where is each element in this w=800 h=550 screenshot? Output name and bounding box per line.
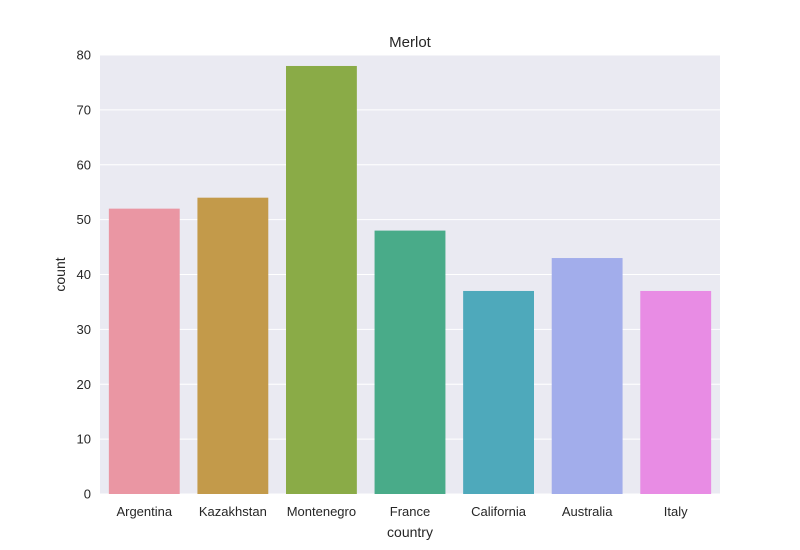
y-tick-label: 40 xyxy=(77,267,91,282)
y-tick-label: 0 xyxy=(84,487,91,502)
x-tick-label: France xyxy=(390,504,430,519)
x-axis-label: country xyxy=(387,524,433,540)
x-tick-labels: Argentina Kazakhstan Montenegro France Calif… xyxy=(116,504,688,519)
x-tick-label: Kazakhstan xyxy=(199,504,267,519)
bars xyxy=(108,65,712,495)
y-axis-label: count xyxy=(52,257,68,291)
y-tick-label: 80 xyxy=(77,48,91,63)
bar-kazakhstan xyxy=(197,197,269,495)
bar-australia xyxy=(551,258,623,494)
y-tick-labels: 0 10 20 30 40 50 60 70 80 xyxy=(77,48,91,502)
bar-argentina xyxy=(108,208,180,494)
y-tick-label: 30 xyxy=(77,322,91,337)
bar-france xyxy=(374,230,446,494)
y-tick-label: 60 xyxy=(77,157,91,172)
bar-italy xyxy=(640,290,712,494)
x-tick-label: Montenegro xyxy=(287,504,356,519)
y-tick-label: 50 xyxy=(77,212,91,227)
y-tick-label: 10 xyxy=(77,432,91,447)
bar-california xyxy=(463,290,534,494)
bar-montenegro xyxy=(286,65,357,494)
x-tick-label: Australia xyxy=(562,504,613,519)
chart-title: Merlot xyxy=(389,34,432,51)
x-tick-label: Italy xyxy=(664,504,688,519)
y-tick-label: 70 xyxy=(77,102,91,117)
x-tick-label: California xyxy=(471,504,527,519)
x-tick-label: Argentina xyxy=(116,504,172,519)
y-tick-label: 20 xyxy=(77,377,91,392)
